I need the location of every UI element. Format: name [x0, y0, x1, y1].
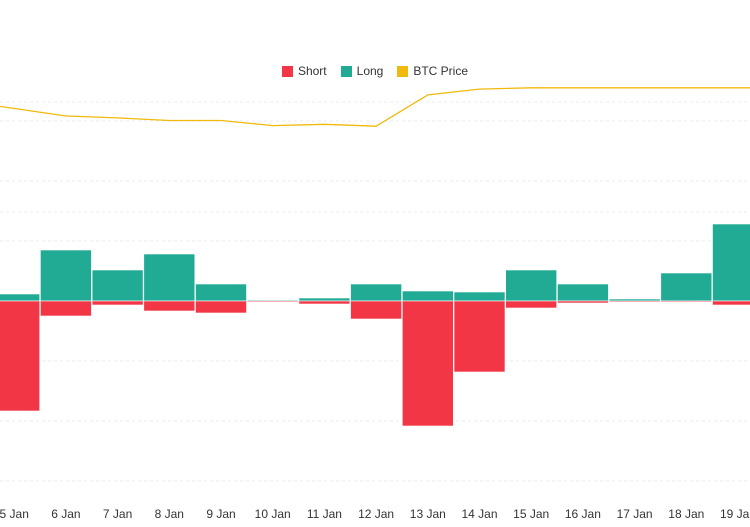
legend-swatch-short: [281, 65, 293, 77]
bar-long-2: [91, 269, 144, 302]
legend-item-short[interactable]: Short: [281, 64, 327, 78]
bar-short-2: [91, 300, 144, 306]
bar-long-1: [40, 249, 92, 302]
x-tick-label-0: 5 Jan: [0, 507, 29, 521]
bar-short-8: [401, 300, 454, 427]
bar-short-11: [557, 300, 609, 304]
legend-label-price: BTC Price: [413, 64, 469, 78]
bar-short-6: [298, 300, 351, 305]
bar-short-4: [195, 300, 247, 314]
bar-long-11: [557, 283, 609, 302]
bar-short-7: [350, 300, 402, 320]
x-tick-label-11: 16 Jan: [565, 507, 601, 521]
bar-long-9: [453, 291, 506, 302]
bar-short-0: [0, 300, 40, 412]
bar-long-8: [401, 290, 454, 302]
x-tick-label-2: 7 Jan: [103, 507, 132, 521]
bar-short-1: [40, 300, 92, 317]
bar-short-5: [246, 300, 299, 303]
bar-long-4: [195, 283, 247, 302]
x-tick-label-12: 17 Jan: [617, 507, 653, 521]
x-tick-label-6: 11 Jan: [307, 507, 342, 521]
bar-short-13: [660, 300, 713, 303]
bar-long-13: [660, 272, 713, 302]
legend: Short Long BTC Price: [0, 64, 750, 78]
x-tick-label-4: 9 Jan: [206, 507, 235, 521]
legend-swatch-price: [397, 65, 409, 77]
bar-short-12: [608, 300, 661, 303]
legend-item-long[interactable]: Long: [340, 64, 384, 78]
bar-long-7: [350, 283, 402, 302]
x-tick-label-3: 8 Jan: [155, 507, 184, 521]
x-tick-label-14: 19 Jan: [720, 507, 750, 521]
x-tick-label-8: 13 Jan: [410, 507, 446, 521]
x-tick-label-1: 6 Jan: [51, 507, 80, 521]
legend-swatch-long: [340, 65, 352, 77]
x-tick-label-10: 15 Jan: [513, 507, 549, 521]
bar-long-10: [505, 269, 558, 302]
x-tick-label-13: 18 Jan: [668, 507, 704, 521]
bar-long-3: [143, 253, 196, 302]
legend-item-price[interactable]: BTC Price: [397, 64, 468, 78]
x-tick-label-7: 12 Jan: [358, 507, 394, 521]
bar-long-14: [712, 223, 750, 302]
bar-long-6: [298, 297, 351, 302]
bar-long-0: [0, 293, 40, 302]
bar-short-10: [505, 300, 558, 309]
bar-short-3: [143, 300, 196, 312]
legend-label-long: Long: [356, 64, 384, 78]
bar-short-9: [453, 300, 506, 373]
x-tick-label-5: 10 Jan: [255, 507, 291, 521]
series-line-btc-price: [0, 87, 750, 127]
bar-short-14: [712, 300, 750, 306]
legend-label-short: Short: [297, 64, 327, 78]
x-tick-label-9: 14 Jan: [461, 507, 497, 521]
